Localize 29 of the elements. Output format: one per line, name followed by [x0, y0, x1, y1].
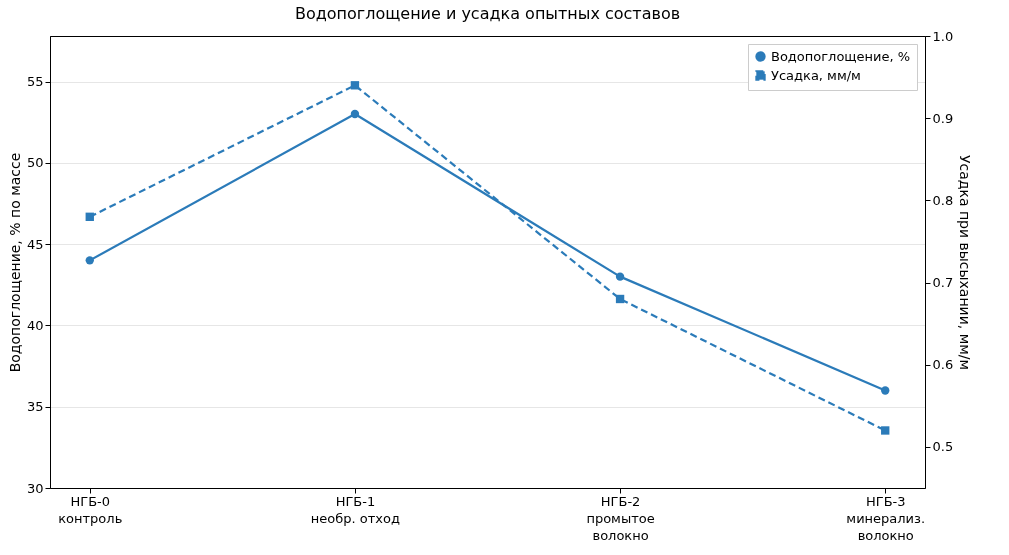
y2-tick-label: 1.0 — [932, 28, 954, 44]
point — [85, 212, 94, 221]
x-tick-label: НГБ-2 промытое волокно — [586, 493, 655, 543]
y2-tick-label: 0.9 — [932, 110, 954, 126]
y2-tick-label: 0.5 — [932, 439, 954, 455]
chart-title: Водопоглощение и усадка опытных составов — [294, 4, 681, 23]
point — [881, 386, 890, 395]
y-tick-label: 55 — [26, 74, 44, 90]
y2-tick-label: 0.6 — [932, 357, 954, 373]
point — [615, 272, 625, 281]
legend-label: Усадка, мм/м — [771, 67, 861, 83]
point — [615, 294, 625, 304]
y2-tick-label: 0.8 — [932, 192, 954, 208]
y-tick-label: 45 — [26, 236, 44, 252]
legend-label: Водопоглощение, % — [771, 48, 911, 64]
y-tick-label: 40 — [26, 317, 44, 333]
y-tick-label: 35 — [26, 399, 44, 415]
point — [85, 256, 94, 265]
x-tick-label: НГБ-0 контроль — [58, 493, 123, 526]
point — [350, 109, 360, 119]
y-axis-title: Водопоглощение, % по массе — [6, 152, 23, 373]
y-tick-label: 30 — [26, 480, 44, 496]
x-tick-label: НГБ-3 минерализ. волокно — [846, 493, 926, 543]
point — [881, 426, 890, 435]
y2-tick-label: 0.7 — [932, 275, 954, 291]
y2-axis-title: Усадка при высыхании, мм/м — [957, 154, 974, 371]
y-tick-label: 50 — [26, 155, 44, 171]
x-tick-label: НГБ-1 необр. отход — [310, 493, 400, 526]
point — [350, 81, 360, 90]
